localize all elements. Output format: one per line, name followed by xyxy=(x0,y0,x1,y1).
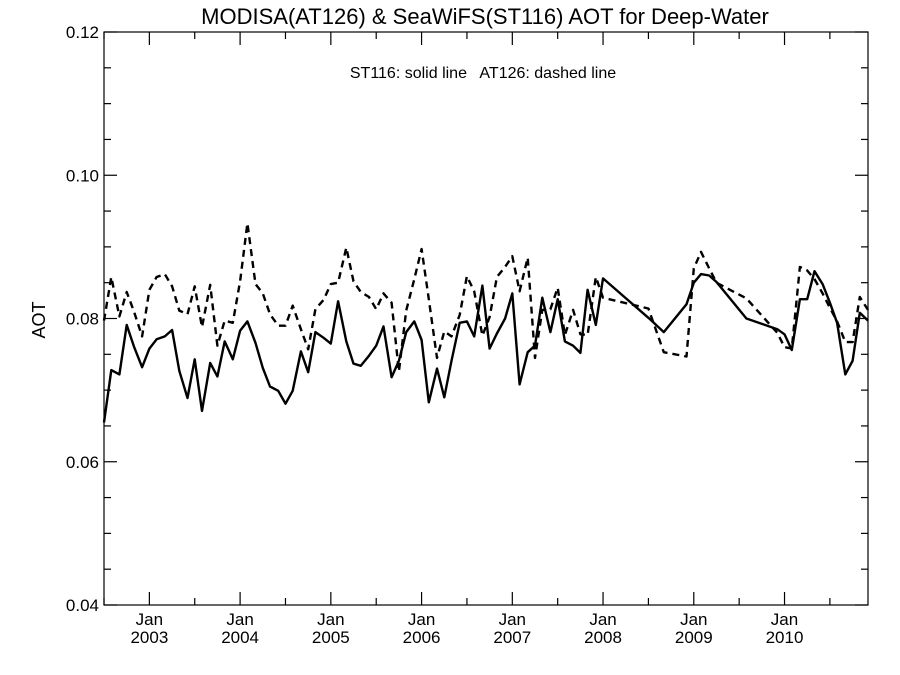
y-tick-label: 0.06 xyxy=(66,453,99,472)
x-tick-year-label: 2010 xyxy=(766,628,804,647)
chart-title: MODISA(AT126) & SeaWiFS(ST116) AOT for D… xyxy=(201,4,769,29)
series-lines xyxy=(102,221,870,423)
y-axis-label: AOT xyxy=(29,301,49,338)
y-tick-label: 0.10 xyxy=(66,166,99,185)
x-tick-year-label: 2009 xyxy=(675,628,713,647)
series-line-st116 xyxy=(102,270,869,423)
x-tick-month-label: Jan xyxy=(499,610,526,629)
y-tick-label: 0.04 xyxy=(66,596,99,615)
axis-ticks xyxy=(103,31,868,606)
x-tick-month-label: Jan xyxy=(771,610,798,629)
x-tick-year-label: 2007 xyxy=(493,628,531,647)
x-tick-month-label: Jan xyxy=(317,610,344,629)
y-tick-label: 0.08 xyxy=(66,310,99,329)
x-tick-year-label: 2008 xyxy=(584,628,622,647)
x-tick-year-label: 2006 xyxy=(403,628,441,647)
x-tick-year-label: 2003 xyxy=(130,628,168,647)
tick-labels: 0.040.060.080.100.12Jan2003Jan2004Jan200… xyxy=(66,23,804,647)
x-tick-month-label: Jan xyxy=(589,610,616,629)
y-tick-label: 0.12 xyxy=(66,23,99,42)
x-tick-year-label: 2004 xyxy=(221,628,259,647)
x-tick-month-label: Jan xyxy=(136,610,163,629)
legend-annotation: ST116: solid line AT126: dashed line xyxy=(350,65,616,82)
x-tick-month-label: Jan xyxy=(408,610,435,629)
x-tick-year-label: 2005 xyxy=(312,628,350,647)
x-tick-month-label: Jan xyxy=(680,610,707,629)
series-line-at126 xyxy=(102,221,870,373)
x-tick-month-label: Jan xyxy=(226,610,253,629)
